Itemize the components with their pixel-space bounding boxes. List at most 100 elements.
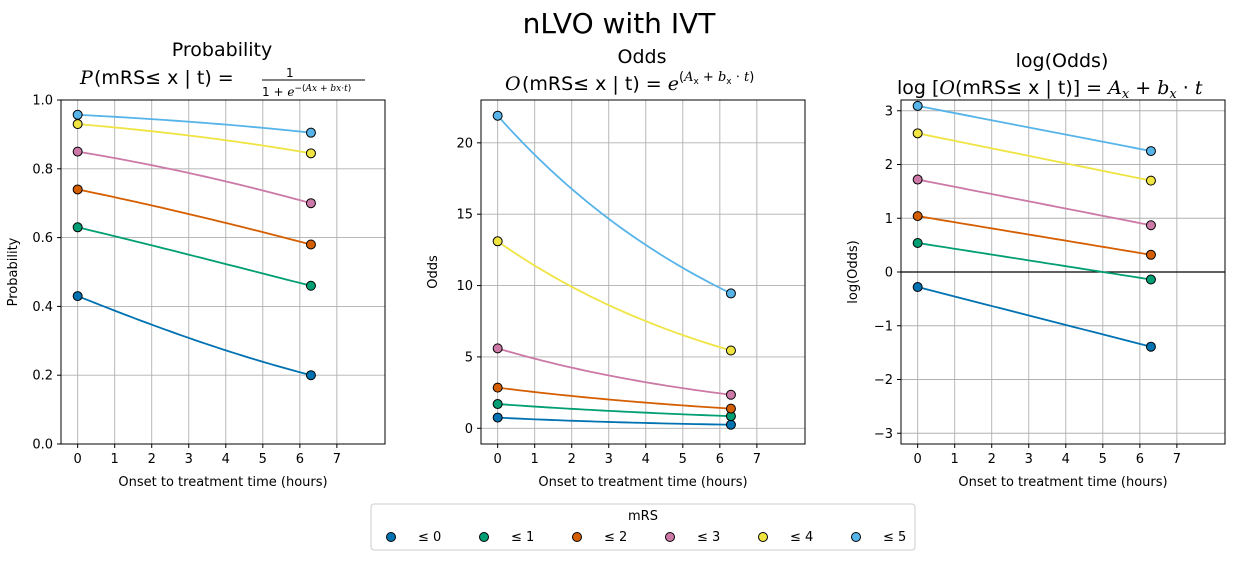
probability-xtick-label: 5 xyxy=(259,452,267,467)
probability-point-start-4 xyxy=(72,119,83,130)
log-odds-xlabel: Onset to treatment time (hours) xyxy=(958,475,1167,490)
probability-series-line-0 xyxy=(77,295,312,377)
legend-marker-1 xyxy=(479,532,489,542)
odds-point-end-0 xyxy=(725,419,736,430)
probability-point-start-3 xyxy=(72,146,83,157)
svg-text:log [O(mRS≤ x | t)] = Ax + bx: log [O(mRS≤ x | t)] = Ax + bx ⋅ t xyxy=(897,77,1203,102)
odds-series-line-3 xyxy=(497,347,732,396)
panel-log-odds-title: log(Odds) xyxy=(1016,50,1109,72)
odds-point-start-0 xyxy=(492,412,503,423)
log-odds-ytick-label: 0 xyxy=(885,266,893,281)
log-odds-ytick-label: 2 xyxy=(885,158,893,173)
probability-series-line-3 xyxy=(77,150,312,205)
log-odds-xtick-label: 5 xyxy=(1099,452,1107,467)
log-odds-xtick-label: 3 xyxy=(1025,452,1033,467)
log-odds-xtick-label: 1 xyxy=(951,452,959,467)
svg-text:(mRS≤ x | t) =: (mRS≤ x | t) = xyxy=(94,67,234,89)
probability-xtick-label: 0 xyxy=(74,452,82,467)
odds-xtick-label: 5 xyxy=(679,452,687,467)
legend-label-1: ≤ 1 xyxy=(511,530,534,545)
legend-marker-3 xyxy=(665,532,675,542)
legend-marker-4 xyxy=(758,532,768,542)
log-odds-point-end-4 xyxy=(1145,175,1156,186)
probability-ytick-label: 0.8 xyxy=(32,162,53,177)
log-odds-ytick-label: 1 xyxy=(885,212,893,227)
log-odds-ytick-label: 3 xyxy=(885,104,893,119)
odds-point-start-2 xyxy=(492,382,503,393)
probability-point-start-0 xyxy=(72,291,83,302)
probability-point-start-2 xyxy=(72,184,83,195)
odds-ytick-label: 20 xyxy=(456,136,473,151)
log-odds-series-line-3 xyxy=(917,178,1152,227)
odds-xtick-label: 7 xyxy=(753,452,761,467)
probability-series-line-5 xyxy=(77,113,312,134)
odds-point-start-4 xyxy=(492,236,503,247)
panel-odds-formula: O (mRS≤ x | t) = e(Ax + bx ⋅ t) xyxy=(505,70,754,95)
probability-xtick-label: 7 xyxy=(333,452,341,467)
probability-xtick-label: 1 xyxy=(111,452,119,467)
probability-xtick-label: 3 xyxy=(185,452,193,467)
odds-ytick-label: 10 xyxy=(456,279,473,294)
panel-log-odds-formula: log [O(mRS≤ x | t)] = Ax + bx ⋅ t xyxy=(897,77,1203,102)
odds-xtick-label: 0 xyxy=(494,452,502,467)
log-odds-ylabel: log(Odds) xyxy=(846,240,861,303)
probability-xtick-label: 4 xyxy=(222,452,230,467)
odds-point-end-5 xyxy=(725,288,736,299)
probability-axes-frame xyxy=(60,99,386,445)
log-odds-ytick-label: −2 xyxy=(874,373,893,388)
odds-ytick-label: 0 xyxy=(465,422,473,437)
probability-ytick-label: 0.0 xyxy=(32,438,53,453)
panel-odds-title: Odds xyxy=(618,46,667,68)
legend-label-4: ≤ 4 xyxy=(790,530,813,545)
odds-point-start-5 xyxy=(492,110,503,121)
odds-axes-frame xyxy=(480,99,806,445)
odds-point-end-4 xyxy=(725,345,736,356)
probability-point-end-4 xyxy=(305,148,316,159)
probability-point-end-5 xyxy=(305,127,316,138)
probability-point-end-1 xyxy=(305,280,316,291)
odds-xtick-label: 3 xyxy=(605,452,613,467)
odds-xtick-label: 4 xyxy=(642,452,650,467)
probability-ytick-label: 0.6 xyxy=(32,231,53,246)
odds-xtick-label: 6 xyxy=(716,452,724,467)
odds-xtick-label: 1 xyxy=(531,452,539,467)
log-odds-point-end-1 xyxy=(1145,274,1156,285)
log-odds-xtick-label: 2 xyxy=(988,452,996,467)
odds-xtick-label: 2 xyxy=(568,452,576,467)
panel-log-odds: log(Odds) log [O(mRS≤ x | t)] = Ax + bx … xyxy=(846,50,1226,490)
panel-probability-title: Probability xyxy=(172,39,272,61)
probability-ytick-label: 0.4 xyxy=(32,300,53,315)
log-odds-point-end-0 xyxy=(1145,341,1156,352)
probability-ytick-label: 1.0 xyxy=(32,94,53,109)
odds-ytick-label: 15 xyxy=(456,208,473,223)
odds-series-line-1 xyxy=(497,403,731,418)
log-odds-point-end-2 xyxy=(1145,249,1156,260)
odds-series-line-0 xyxy=(497,416,731,426)
legend-title: mRS xyxy=(628,509,658,524)
log-odds-point-start-3 xyxy=(912,174,923,185)
odds-point-end-3 xyxy=(725,389,736,400)
legend-label-5: ≤ 5 xyxy=(883,530,906,545)
legend-label-3: ≤ 3 xyxy=(697,530,720,545)
log-odds-point-start-0 xyxy=(912,282,923,293)
svg-text:O: O xyxy=(505,73,521,95)
probability-xlabel: Onset to treatment time (hours) xyxy=(118,475,327,490)
log-odds-xtick-label: 4 xyxy=(1062,452,1070,467)
log-odds-point-end-5 xyxy=(1145,146,1156,157)
log-odds-point-start-4 xyxy=(912,128,923,139)
log-odds-ytick-label: −1 xyxy=(874,319,893,334)
log-odds-ytick-label: −3 xyxy=(874,427,893,442)
probability-point-end-0 xyxy=(305,370,316,381)
legend-marker-5 xyxy=(851,532,861,542)
panel-probability: Probability P (mRS≤ x | t) = 1 1 + e−(Ax… xyxy=(6,39,386,490)
svg-text:P: P xyxy=(79,67,94,89)
panel-odds: Odds O (mRS≤ x | t) = e(Ax + bx ⋅ t) 0 1 2… xyxy=(426,46,806,490)
probability-series-line-2 xyxy=(77,188,312,246)
legend-marker-2 xyxy=(572,532,582,542)
log-odds-point-start-5 xyxy=(912,100,923,111)
odds-xlabel: Onset to treatment time (hours) xyxy=(538,475,747,490)
probability-xtick-label: 2 xyxy=(148,452,156,467)
log-odds-point-start-2 xyxy=(912,211,923,222)
